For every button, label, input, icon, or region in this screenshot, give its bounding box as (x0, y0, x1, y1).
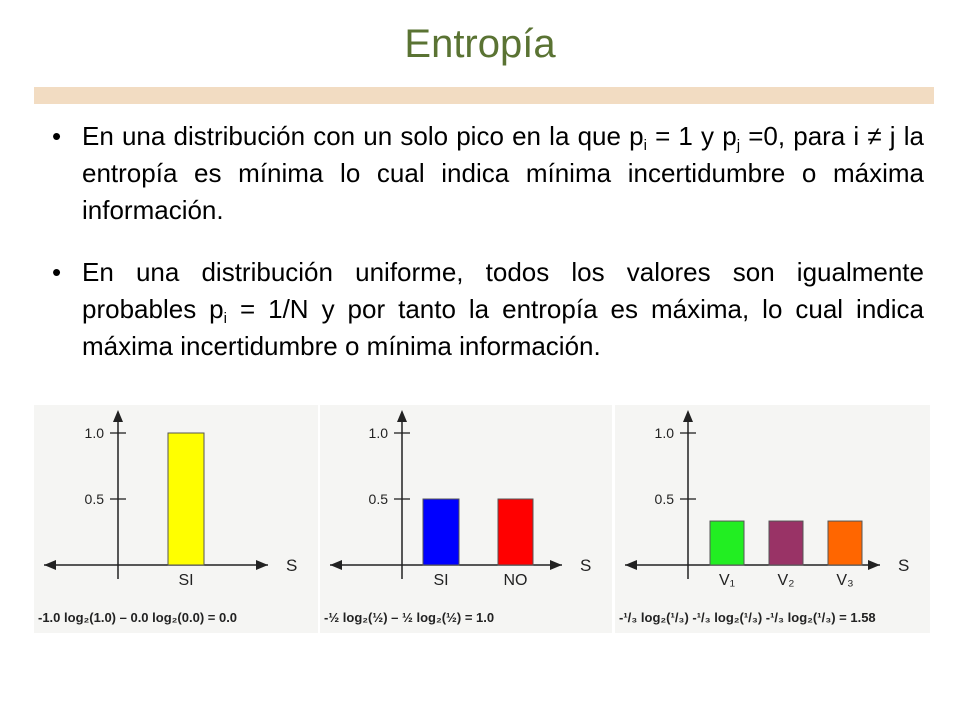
x-axis-arrow-left (44, 560, 56, 570)
x-tick-label: SI (433, 572, 448, 589)
bullet-item-1: • En una distribución con un solo pico e… (52, 118, 924, 229)
chart-background (615, 405, 930, 633)
bullet-dot-icon: • (52, 257, 62, 287)
y-tick-label: 1.0 (85, 425, 105, 441)
chart-panel-2: S 1.0 0.5 SI NO -½ log₂(½) – ½ log₂(½) = 1.0 (320, 405, 612, 633)
y-tick-label: 0.5 (655, 491, 675, 507)
x-tick-label: V₂ (778, 572, 795, 589)
y-axis-arrow (113, 410, 123, 422)
subscript: i (643, 137, 647, 154)
chart-background (320, 405, 612, 633)
bar (422, 498, 460, 566)
x-axis-arrow-right (256, 560, 268, 570)
x-tick-label: V₁ (719, 572, 735, 589)
title-underline-bar (34, 87, 934, 104)
y-tick-label: 1.0 (655, 425, 675, 441)
bullet-list: • En una distribución con un solo pico e… (52, 118, 924, 365)
bar (768, 520, 804, 566)
entropy-formula: -¹/₃ log₂(¹/₃) -¹/₃ log₂(¹/₃) -¹/₃ log₂(… (619, 610, 876, 625)
x-axis-label: S (580, 556, 591, 575)
bar (167, 432, 205, 566)
subscript: j (736, 137, 741, 154)
chart-background (34, 405, 318, 633)
x-axis-arrow-left (330, 560, 342, 570)
x-axis-arrow-right (550, 560, 562, 570)
y-tick-label: 0.5 (85, 491, 105, 507)
bar (827, 520, 863, 566)
x-tick-label: NO (504, 572, 528, 589)
x-tick-label: V₃ (836, 572, 853, 589)
y-axis-arrow (683, 410, 693, 422)
y-tick-label: 0.5 (369, 491, 389, 507)
bar (497, 498, 534, 566)
x-axis-arrow-right (868, 560, 880, 570)
x-axis-label: S (898, 556, 909, 575)
slide-title: Entropía (404, 22, 556, 66)
x-tick-label: SI (178, 572, 193, 589)
bullet-item-2: • En una distribución uniforme, todos lo… (52, 254, 924, 365)
bullet-text: En una distribución con un solo pico en … (82, 121, 924, 225)
x-axis-arrow-left (625, 560, 637, 570)
bar (709, 520, 745, 566)
chart-panel-1: S 1.0 0.5 SI -1.0 log₂(1.0) – 0.0 log₂(0.0) … (34, 405, 318, 633)
bullet-dot-icon: • (52, 121, 62, 151)
y-axis-arrow (397, 410, 407, 422)
x-axis-label: S (286, 556, 297, 575)
bullet-text: En una distribución uniforme, todos los … (82, 257, 924, 361)
chart-panel-3: S 1.0 0.5 V₁ V₂ V₃ -¹/₃ log₂(¹/₃) -¹/₃ log₂(¹/… (615, 405, 930, 633)
entropy-formula: -½ log₂(½) – ½ log₂(½) = 1.0 (324, 610, 494, 625)
y-tick-label: 1.0 (369, 425, 389, 441)
entropy-formula: -1.0 log₂(1.0) – 0.0 log₂(0.0) = 0.0 (38, 610, 237, 625)
subscript: i (223, 310, 227, 327)
